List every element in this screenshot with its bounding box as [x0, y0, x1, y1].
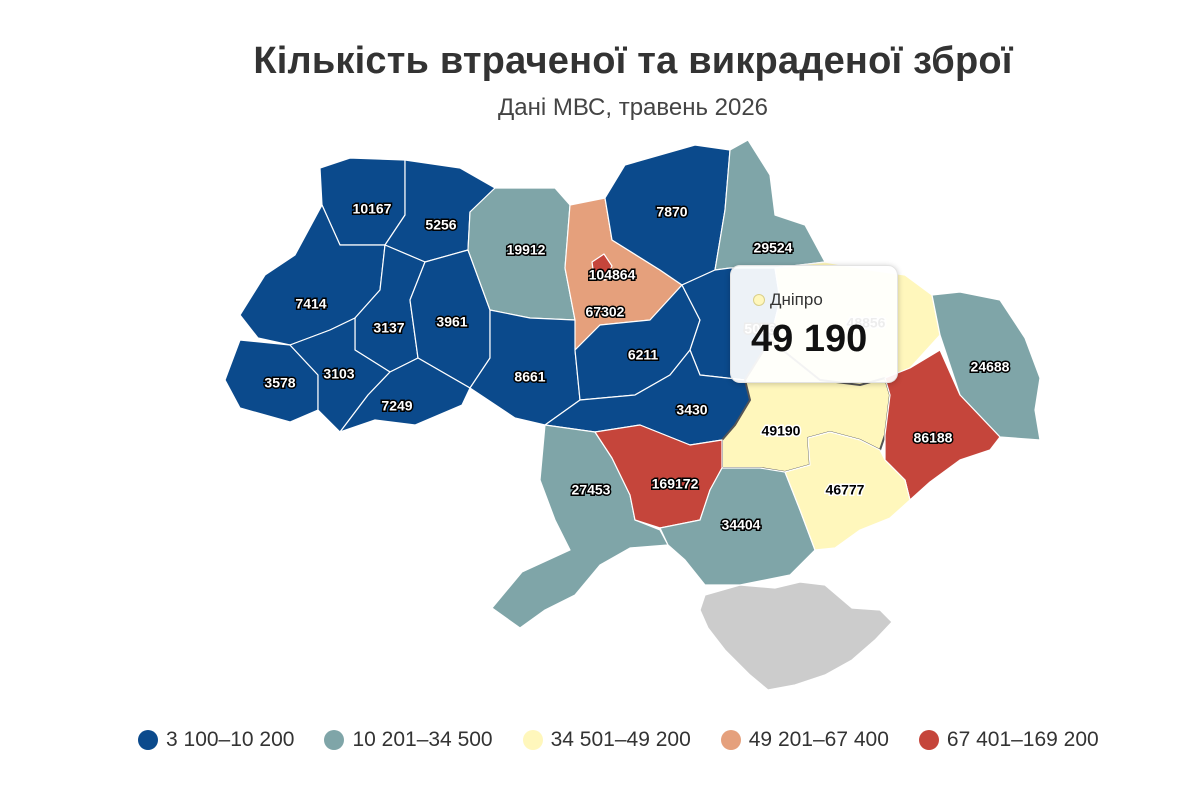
legend-item[interactable]: 34 501–49 200 — [522, 728, 691, 752]
legend-dot-icon — [918, 730, 939, 750]
legend-label: 3 100–10 200 — [166, 728, 295, 751]
region-value-label-ternopil: 3137 — [373, 320, 404, 336]
legend-item[interactable]: 67 401–169 200 — [918, 728, 1099, 752]
region-value-label-zakarpattia: 3578 — [264, 375, 295, 391]
map-title: Кількість втраченої та викраденої зброї — [253, 40, 1013, 82]
region-value-label-mykolaiv: 169172 — [652, 476, 699, 492]
region-chernivtsi[interactable] — [339, 357, 471, 433]
legend-label: 67 401–169 200 — [946, 728, 1099, 751]
map-subtitle: Дані МВС, травень 2026 — [497, 94, 769, 121]
region-value-label-donetsk: 86188 — [914, 430, 953, 446]
tooltip-color-dot — [753, 294, 765, 306]
region-value-label-lviv: 7414 — [295, 296, 326, 312]
region-donetsk[interactable] — [884, 349, 1001, 501]
legend-item[interactable]: 10 201–34 500 — [324, 728, 493, 752]
region-value-label-rivne: 5256 — [425, 217, 456, 233]
region-value-label-kirovohrad: 3430 — [676, 402, 707, 418]
region-value-label-kyiv-city: 104864 — [589, 267, 636, 283]
region-zaporizhzhia[interactable] — [784, 431, 911, 551]
region-value-label-vinnytsia: 8661 — [514, 369, 545, 385]
legend-label: 34 501–49 200 — [550, 728, 691, 751]
region-value-label-odesa: 27453 — [572, 482, 611, 498]
legend-dot-icon — [522, 730, 543, 750]
region-value-label-ivano-frankivsk: 3103 — [323, 366, 354, 382]
legend-label: 49 201–67 400 — [748, 728, 889, 751]
tooltip-region-name: Дніпро — [770, 290, 823, 309]
region-value-label-luhansk: 24688 — [971, 359, 1010, 375]
region-value-label-cherkasy: 6211 — [628, 347, 659, 363]
region-crimea — [699, 581, 893, 691]
legend-label: 10 201–34 500 — [352, 728, 493, 751]
region-value-label-chernihiv: 7870 — [656, 204, 687, 220]
legend: 3 100–10 200 10 201–34 500 34 501–49 200… — [138, 728, 1129, 752]
legend-item[interactable]: 3 100–10 200 — [138, 728, 294, 752]
region-value-label-khmelnytskyi: 3961 — [436, 314, 467, 330]
region-value-label-kyiv-oblast: 67302 — [586, 304, 625, 320]
region-luhansk[interactable] — [931, 291, 1041, 441]
region-value-label-zaporizhzhia: 46777 — [826, 482, 865, 498]
region-value-label-sumy: 29524 — [754, 240, 793, 256]
region-value-label-volyn: 10167 — [353, 201, 392, 217]
region-tooltip: Дніпро 49 190 — [730, 265, 898, 383]
legend-dot-icon — [720, 730, 741, 750]
legend-dot-icon — [138, 730, 158, 750]
region-value-label-kherson: 34404 — [722, 517, 761, 533]
legend-item[interactable]: 49 201–67 400 — [720, 728, 889, 752]
region-value-label-chernivtsi: 7249 — [381, 398, 412, 414]
region-value-label-dnipropetrovsk: 49190 — [762, 423, 801, 439]
region-kyiv-city[interactable] — [591, 253, 613, 281]
legend-dot-icon — [324, 730, 345, 750]
tooltip-value: 49 190 — [751, 318, 868, 360]
region-value-label-zhytomyr: 19912 — [507, 242, 546, 258]
